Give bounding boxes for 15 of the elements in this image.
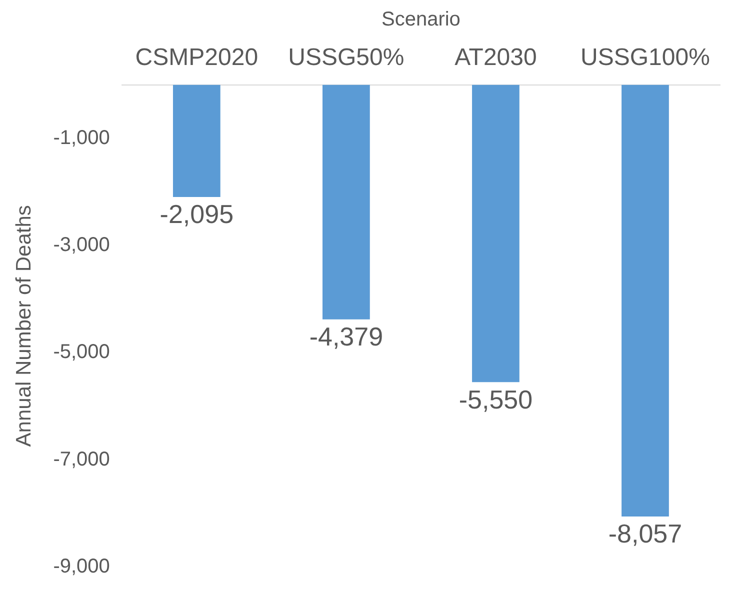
data-label: -5,550 [458, 384, 533, 414]
x-tick-label: CSMP2020 [135, 44, 258, 72]
x-tick-label: USSG100% [580, 44, 710, 72]
data-label: -4,379 [309, 322, 384, 352]
y-tick-label: -1,000 [53, 126, 110, 149]
y-axis-title: Annual Number of Deaths [12, 205, 36, 447]
y-tick-label: -7,000 [53, 448, 110, 470]
y-tick-label: -9,000 [53, 556, 110, 578]
data-label: -2,095 [160, 199, 234, 230]
y-tick-label: -3,000 [53, 234, 110, 256]
x-tick-label: AT2030 [454, 44, 537, 72]
x-tick-label: USSG50% [288, 44, 404, 72]
x-axis-title: Scenario [381, 8, 460, 31]
y-tick-label: -5,000 [53, 341, 110, 364]
data-label: -8,057 [608, 518, 682, 549]
